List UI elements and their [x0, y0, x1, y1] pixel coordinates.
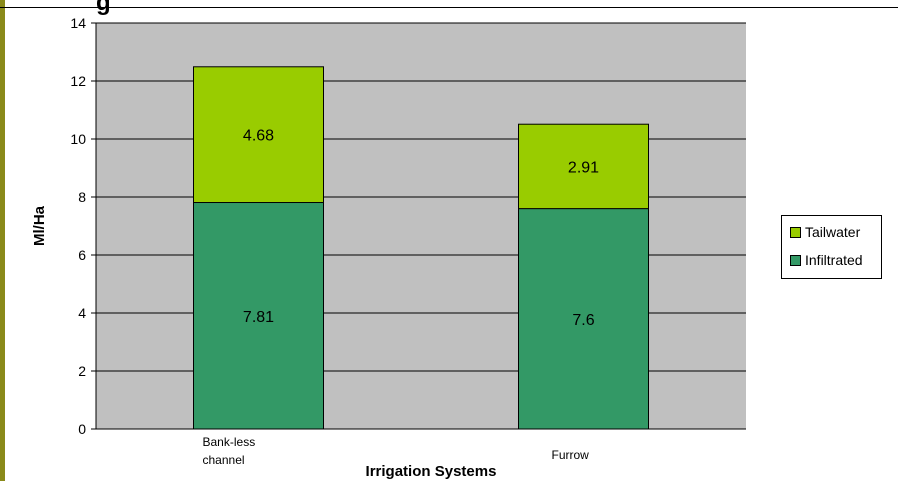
legend-swatch-infiltrated: [790, 254, 801, 266]
y-tick-label: 2: [78, 363, 86, 379]
data-label: 4.68: [243, 128, 274, 145]
legend-label: Tailwater: [805, 224, 861, 240]
y-tick-label: 4: [78, 305, 86, 321]
legend-item-infiltrated: Infiltrated: [790, 252, 863, 268]
x-category-label-line: Bank-less: [203, 435, 256, 449]
legend-swatch-tailwater: [790, 226, 801, 238]
header-rule: [0, 7, 898, 8]
legend: Tailwater Infiltrated: [781, 215, 882, 279]
bars: 7.81 4.68 7.6 2.91: [193, 66, 649, 430]
y-tick-label: 10: [70, 131, 86, 147]
y-axis-label: Ml/Ha: [31, 205, 48, 246]
y-tick-label: 8: [78, 189, 86, 205]
x-category-label-line: Furrow: [552, 448, 590, 462]
x-category-label: Bank-less channel: [203, 435, 256, 467]
y-tick-label: 6: [78, 247, 86, 263]
tailwater-bar: [518, 123, 649, 210]
infiltrated-bar: [518, 208, 649, 430]
accent-strip: [0, 0, 5, 481]
data-label: 7.6: [572, 312, 594, 329]
legend-label: Infiltrated: [805, 252, 863, 268]
data-label: 2.91: [568, 159, 599, 176]
tailwater-bar: [193, 66, 324, 204]
axes: 0 2 4 6 8 10 12 14 Bank-less channel Furrow: [70, 15, 746, 467]
y-tick-label: 0: [78, 421, 86, 437]
y-tick-label: 12: [70, 73, 86, 89]
x-axis-label: Irrigation Systems: [366, 463, 497, 480]
infiltrated-bar: [193, 202, 324, 430]
y-tick-label: 14: [70, 15, 86, 31]
x-category-label: Furrow: [552, 448, 590, 462]
data-label: 7.81: [243, 309, 274, 326]
x-category-label-line: channel: [203, 453, 245, 467]
legend-item-tailwater: Tailwater: [790, 224, 860, 240]
page-title-fragment: g: [96, 0, 111, 16]
